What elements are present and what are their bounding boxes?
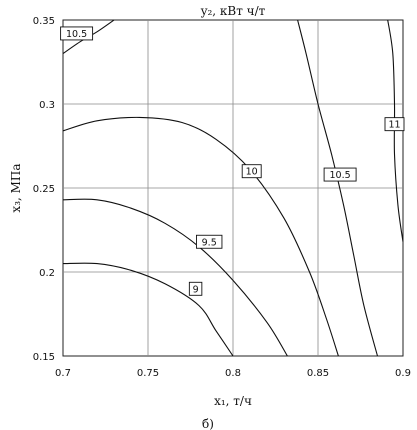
y-tick-label: 0.25	[33, 184, 55, 195]
contour-label: 9.5	[202, 237, 217, 248]
grid-layer	[63, 20, 403, 356]
contour-label-box	[384, 117, 405, 132]
x-tick-label: 0.8	[225, 368, 241, 379]
contour-label: 10	[246, 167, 258, 178]
y-tick-label: 0.15	[33, 352, 55, 363]
contour-label: 9	[193, 284, 199, 295]
x-axis-label: x₁, т/ч	[214, 394, 252, 408]
contour-label: 10.5	[330, 170, 351, 181]
contour-label-box	[241, 164, 262, 179]
y-tick-label: 0.2	[39, 268, 55, 279]
contour-label: 10.5	[66, 29, 87, 40]
contour-line	[62, 116, 339, 357]
y-tick-label: 0.35	[33, 16, 55, 27]
contour-label-box	[188, 281, 203, 296]
contour-label-box	[323, 167, 357, 182]
x-tick-label: 0.9	[395, 368, 411, 379]
contour-line	[62, 262, 234, 357]
contour-label-box	[60, 26, 94, 41]
x-tick-label: 0.85	[307, 368, 329, 379]
contour-label: 11	[388, 120, 400, 131]
chart-title: y₂, кВт ч/т	[200, 4, 266, 18]
y-axis-label: x₃, МПа	[9, 163, 23, 212]
y-tick-label: 0.3	[39, 100, 55, 111]
x-tick-label: 0.7	[55, 368, 71, 379]
contour-line	[62, 198, 288, 357]
tick-label-layer: 0.7 0.75 0.8 0.85 0.9 0.15 0.2 0.25 0.3 0.35	[33, 16, 411, 379]
x-tick-label: 0.75	[137, 368, 159, 379]
figure-caption: б)	[202, 417, 214, 430]
contour-label-layer: 9 9.5 10 10.5 10.5 11	[60, 26, 405, 296]
contour-label-box	[195, 234, 223, 249]
